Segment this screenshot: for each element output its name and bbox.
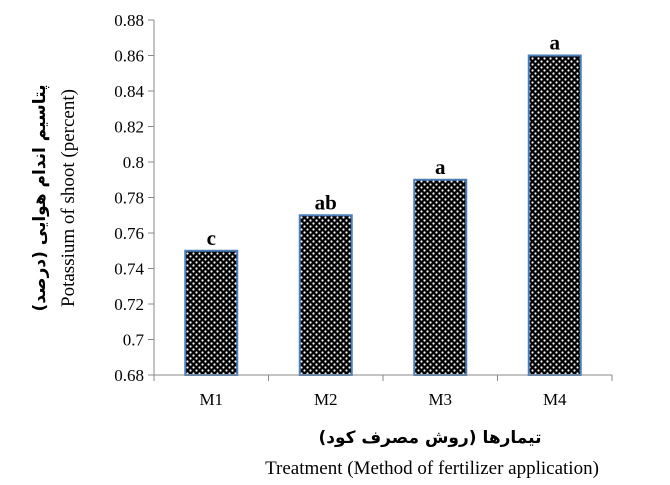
- y-tick-label: 0.68: [114, 366, 144, 385]
- x-axis-ticks: M1 M2 M3 M4: [153, 375, 613, 409]
- y-tick-label: 0.88: [114, 11, 144, 30]
- x-tick-label: M3: [428, 390, 452, 409]
- y-tick-label: 0.78: [114, 189, 144, 208]
- y-axis-label-fa: پتاسیم اندام هوایی (درصد): [30, 85, 50, 312]
- y-tick-label: 0.8: [123, 153, 144, 172]
- x-axis-label-fa: تیمارها (روش مصرف کود): [318, 428, 541, 448]
- y-tick-label: 0.76: [114, 224, 144, 243]
- y-tick-label: 0.72: [114, 295, 144, 314]
- y-tick-label: 0.84: [114, 82, 144, 101]
- bar-m3: [413, 178, 468, 376]
- significance-letter: c: [207, 226, 216, 250]
- bar-m4: [527, 54, 582, 376]
- significance-letter: ab: [315, 190, 337, 214]
- y-tick-label: 0.86: [114, 47, 144, 66]
- x-tick-label: M4: [543, 390, 567, 409]
- x-tick-label: M1: [199, 390, 223, 409]
- bar-m1: [184, 249, 239, 376]
- x-axis-label-en: Treatment (Method of fertilizer applicat…: [265, 458, 599, 479]
- y-tick-label: 0.7: [123, 331, 145, 350]
- bar-m2: [298, 214, 353, 376]
- x-tick-label: M2: [314, 390, 338, 409]
- significance-letter: a: [435, 155, 446, 179]
- significance-letter: a: [550, 31, 561, 55]
- y-tick-label: 0.82: [114, 118, 144, 137]
- y-axis-label-en: Potassium of shoot (percent): [58, 89, 79, 307]
- bars: [184, 54, 582, 376]
- y-tick-label: 0.74: [114, 260, 144, 279]
- significance-labels: c ab a a: [207, 31, 561, 250]
- y-axis-ticks: 0.68 0.7 0.72 0.74 0.76 0.78 0.8 0.82 0.84 0.86 0.…: [114, 11, 154, 385]
